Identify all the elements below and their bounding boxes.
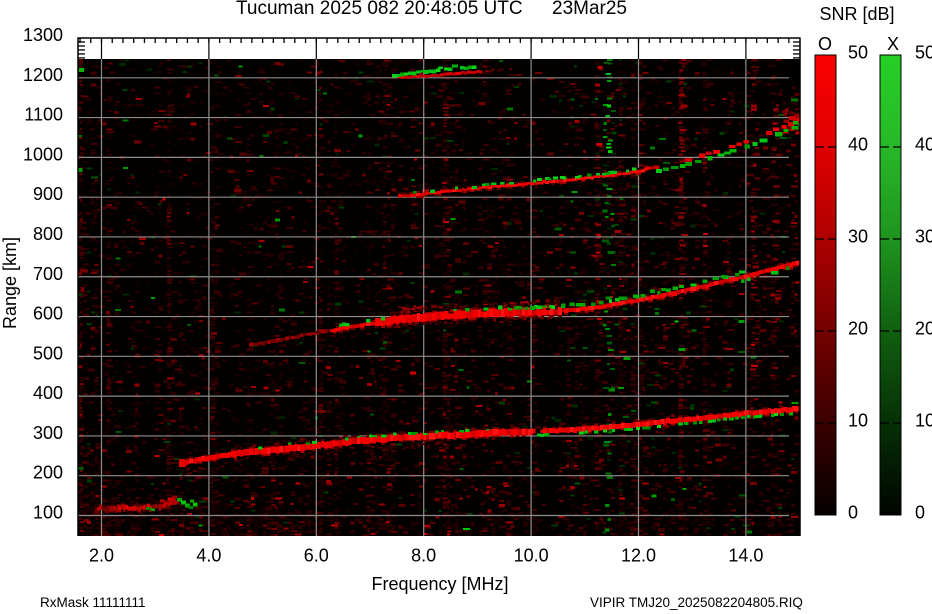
svg-text:4.0: 4.0 <box>196 546 221 566</box>
svg-text:20: 20 <box>915 319 932 339</box>
svg-text:RxMask 11111111: RxMask 11111111 <box>40 595 146 610</box>
svg-text:40: 40 <box>915 135 932 155</box>
svg-text:10.0: 10.0 <box>514 546 549 566</box>
svg-text:SNR [dB]: SNR [dB] <box>819 4 894 24</box>
svg-text:2.0: 2.0 <box>89 546 114 566</box>
svg-text:8.0: 8.0 <box>411 546 436 566</box>
svg-text:20: 20 <box>848 319 868 339</box>
svg-text:30: 30 <box>848 227 868 247</box>
svg-text:30: 30 <box>915 227 932 247</box>
svg-text:1000: 1000 <box>23 144 63 164</box>
svg-text:Tucuman 2025 082 20:48:05 UTC: Tucuman 2025 082 20:48:05 UTC <box>236 0 523 19</box>
svg-text:X: X <box>887 34 899 54</box>
svg-text:500: 500 <box>33 343 63 363</box>
svg-text:400: 400 <box>33 383 63 403</box>
svg-text:12.0: 12.0 <box>621 546 656 566</box>
svg-text:10: 10 <box>915 411 932 431</box>
svg-text:14.0: 14.0 <box>728 546 763 566</box>
svg-text:23Mar25: 23Mar25 <box>552 0 627 19</box>
svg-text:50: 50 <box>915 43 932 63</box>
svg-text:Range [km]: Range [km] <box>0 237 20 329</box>
svg-text:50: 50 <box>848 43 868 63</box>
svg-text:O: O <box>818 34 832 54</box>
svg-text:VIPIR TMJ20_2025082204805.RIQ: VIPIR TMJ20_2025082204805.RIQ <box>590 595 803 610</box>
svg-text:1200: 1200 <box>23 65 63 85</box>
svg-text:10: 10 <box>848 411 868 431</box>
svg-text:700: 700 <box>33 264 63 284</box>
svg-text:6.0: 6.0 <box>304 546 329 566</box>
svg-text:1300: 1300 <box>23 25 63 45</box>
svg-text:800: 800 <box>33 224 63 244</box>
svg-text:200: 200 <box>33 463 63 483</box>
svg-text:900: 900 <box>33 184 63 204</box>
svg-text:Frequency [MHz]: Frequency [MHz] <box>371 574 508 594</box>
svg-text:0: 0 <box>848 503 858 523</box>
svg-text:300: 300 <box>33 423 63 443</box>
svg-text:600: 600 <box>33 304 63 324</box>
svg-text:40: 40 <box>848 135 868 155</box>
svg-text:0: 0 <box>915 503 925 523</box>
svg-text:1100: 1100 <box>24 105 63 125</box>
svg-text:100: 100 <box>33 503 63 523</box>
